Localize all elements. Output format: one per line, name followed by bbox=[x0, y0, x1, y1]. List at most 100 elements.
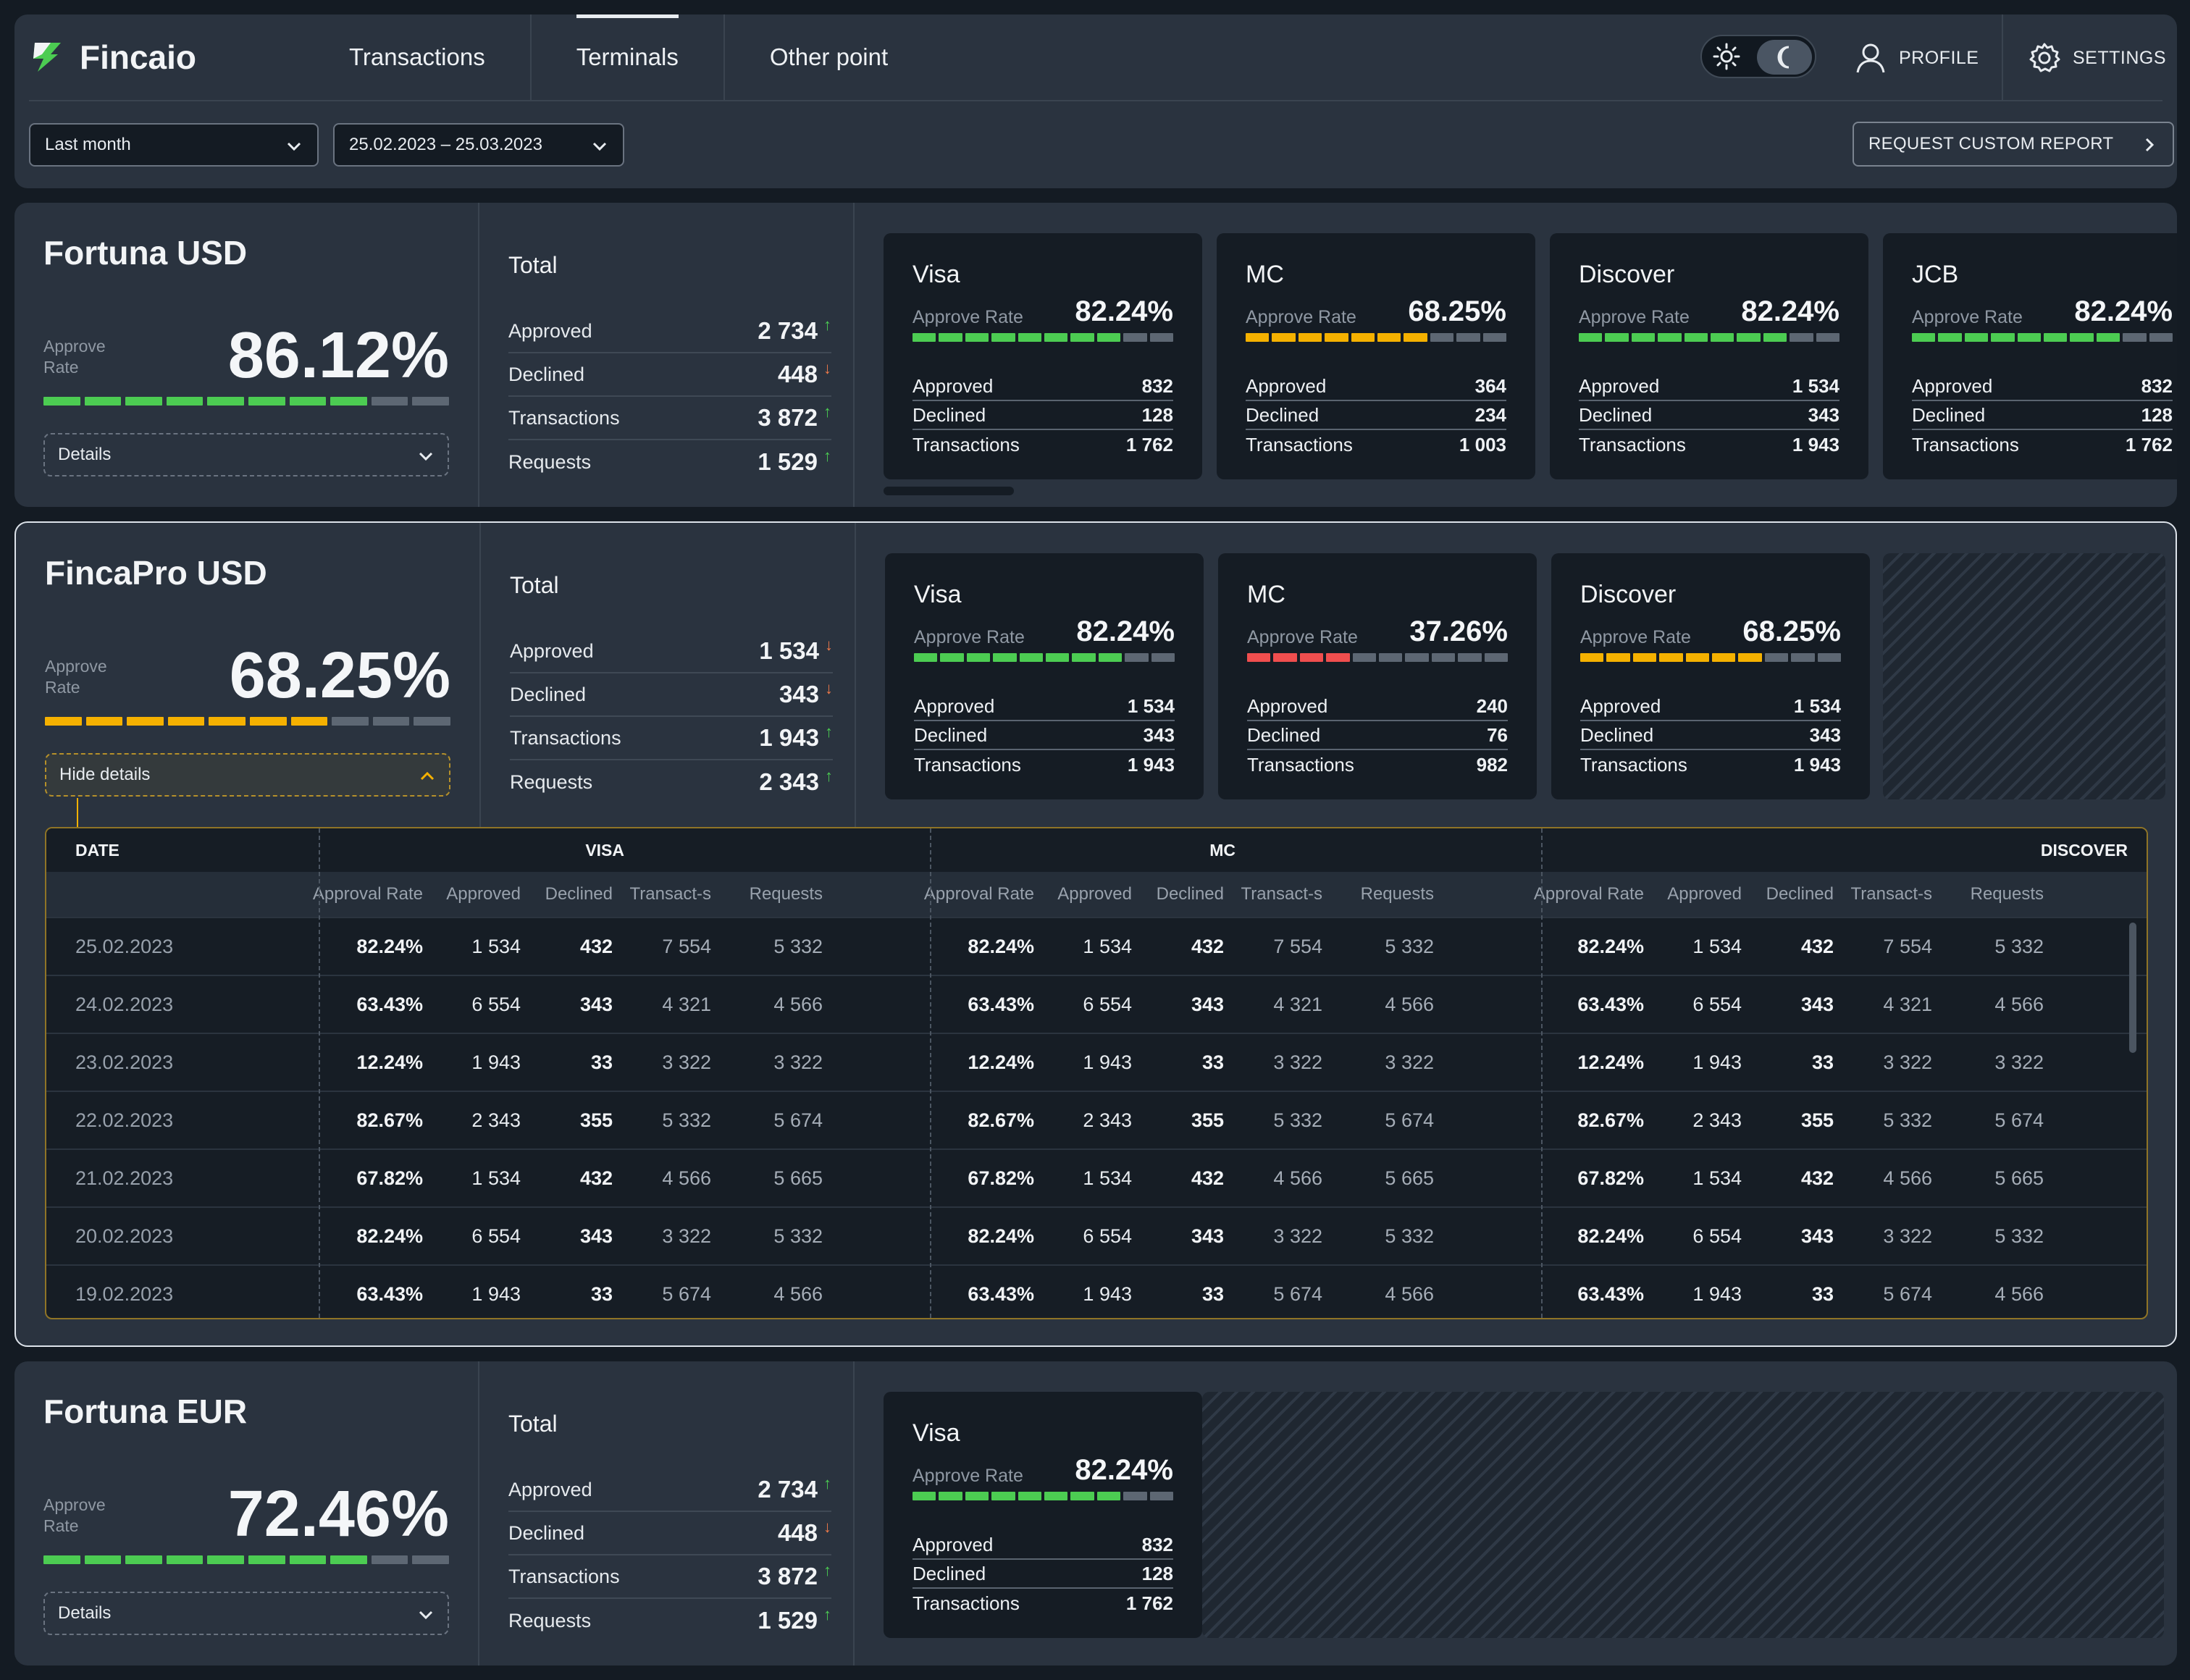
column-header[interactable]: Approved bbox=[1667, 884, 1742, 904]
bar-segment bbox=[1044, 1492, 1068, 1500]
column-divider bbox=[1541, 828, 1543, 1318]
column-header[interactable]: Transact-s bbox=[1850, 884, 1932, 904]
bar-segment bbox=[1482, 333, 1507, 342]
column-header[interactable]: Approval Rate bbox=[312, 884, 423, 904]
column-header[interactable]: Approval Rate bbox=[1533, 884, 1644, 904]
table-vertical-scrollbar[interactable] bbox=[2129, 923, 2136, 1053]
period-select[interactable]: Last month bbox=[29, 123, 319, 167]
card-row-value: 128 bbox=[1141, 1562, 1173, 1584]
card-row-label: Declined bbox=[912, 1562, 986, 1584]
card-brand-discover[interactable]: Discover Approve Rate 68.25% Approved 1 534 D… bbox=[1551, 553, 1870, 799]
total-title: Total bbox=[508, 252, 558, 278]
column-header[interactable]: Approved bbox=[446, 884, 521, 904]
card-row-label: Approved bbox=[914, 694, 995, 717]
chevron-down-icon bbox=[287, 142, 301, 151]
table-cell: 3 322 bbox=[1273, 1225, 1322, 1247]
column-header[interactable]: Declined bbox=[1156, 884, 1224, 904]
date-range-select[interactable]: 25.02.2023 – 25.03.2023 bbox=[333, 123, 624, 167]
bar-segment bbox=[912, 1492, 936, 1500]
tab-other-point[interactable]: Other point bbox=[769, 43, 889, 70]
settings-button[interactable]: SETTINGS bbox=[2028, 36, 2166, 80]
bar-segment bbox=[1430, 333, 1454, 342]
horizontal-scrollbar[interactable] bbox=[884, 487, 1014, 495]
table-cell: 63.43% bbox=[968, 993, 1034, 1015]
card-brand-mc[interactable]: MC Approve Rate 68.25% Approved 364 Declined 2… bbox=[1217, 233, 1535, 479]
card-brand-discover[interactable]: Discover Approve Rate 82.24% Approved 1 534 D… bbox=[1550, 233, 1868, 479]
profile-button[interactable]: PROFILE bbox=[1854, 36, 1979, 80]
column-header[interactable]: Approved bbox=[1057, 884, 1132, 904]
card-row-value: 1 943 bbox=[1793, 753, 1841, 776]
total-row-label: Transactions bbox=[508, 1565, 620, 1587]
card-brand-visa[interactable]: Visa Approve Rate 82.24% Approved 1 534 Decli… bbox=[885, 553, 1204, 799]
tab-transactions[interactable]: Transactions bbox=[304, 14, 532, 100]
details-toggle-button[interactable]: Details bbox=[43, 433, 449, 476]
bar-segment bbox=[43, 397, 80, 406]
total-row: Declined 448 ↓ bbox=[508, 1512, 831, 1555]
total-row-value-wrap: 1 529 ↑ bbox=[758, 447, 831, 476]
header-separator bbox=[29, 100, 2162, 101]
table-row[interactable]: 22.02.2023 82.67% 2 343 355 5 332 5 674 82.67%… bbox=[46, 1091, 2147, 1148]
table-cell: 63.43% bbox=[356, 993, 423, 1015]
card-row-label: Transactions bbox=[1912, 433, 2019, 455]
card-approve-bar bbox=[1579, 333, 1840, 342]
card-row-label: Declined bbox=[914, 723, 988, 746]
bar-segment bbox=[1272, 333, 1296, 342]
table-row[interactable]: 20.02.2023 82.24% 6 554 343 3 322 5 332 82.24%… bbox=[46, 1206, 2147, 1264]
user-icon bbox=[1856, 43, 1885, 73]
table-cell: 4 566 bbox=[662, 1167, 711, 1189]
bar-segment bbox=[1149, 1492, 1174, 1500]
total-row: Requests 1 529 ↑ bbox=[508, 440, 831, 484]
card-row-value: 832 bbox=[1141, 374, 1173, 397]
table-row[interactable]: 23.02.2023 12.24% 1 943 33 3 322 3 322 12.24% 1… bbox=[46, 1033, 2147, 1091]
bar-segment bbox=[84, 397, 122, 406]
theme-toggle[interactable] bbox=[1700, 35, 1816, 78]
details-toggle-button[interactable]: Details bbox=[43, 1592, 449, 1635]
card-brand-mc[interactable]: MC Approve Rate 37.26% Approved 240 Declined 7… bbox=[1218, 553, 1537, 799]
card-approve-label: Approve Rate bbox=[1247, 627, 1358, 647]
table-cell: 1 534 bbox=[471, 935, 521, 957]
total-row-value: 3 872 bbox=[758, 1563, 818, 1589]
table-row[interactable]: 21.02.2023 67.82% 1 534 432 4 566 5 665 67.82%… bbox=[46, 1148, 2147, 1206]
card-approve-label: Approve Rate bbox=[912, 307, 1023, 327]
column-header[interactable]: Requests bbox=[749, 884, 823, 904]
card-brand-name: MC bbox=[1246, 261, 1284, 288]
column-header[interactable]: Declined bbox=[545, 884, 613, 904]
bar-segment bbox=[1737, 333, 1761, 342]
table-row[interactable]: 24.02.2023 63.43% 6 554 343 4 321 4 566 63.43%… bbox=[46, 975, 2147, 1033]
bar-segment bbox=[372, 717, 410, 726]
table-cell: 4 566 bbox=[1883, 1167, 1932, 1189]
bar-segment bbox=[166, 1555, 204, 1564]
total-row-value-wrap: 1 529 ↑ bbox=[758, 1605, 831, 1634]
card-brand-jcb[interactable]: JCB Approve Rate 82.24% Approved 832 Declined… bbox=[1883, 233, 2177, 479]
table-cell: 5 674 bbox=[1273, 1282, 1322, 1305]
hide-details-button[interactable]: Hide details bbox=[45, 753, 450, 797]
column-header[interactable]: Requests bbox=[1360, 884, 1434, 904]
column-header[interactable]: Requests bbox=[1970, 884, 2044, 904]
request-custom-report-button[interactable]: REQUEST CUSTOM REPORT bbox=[1853, 122, 2174, 167]
table-row[interactable]: 25.02.2023 82.24% 1 534 432 7 554 5 332 82.24%… bbox=[46, 917, 2147, 975]
table-cell: 5 674 bbox=[1994, 1109, 2044, 1131]
card-row-transactions: Transactions 1 762 bbox=[1912, 430, 2173, 459]
column-header[interactable]: Declined bbox=[1766, 884, 1834, 904]
table-cell: 5 674 bbox=[773, 1109, 823, 1131]
tab-terminals[interactable]: Terminals bbox=[532, 14, 725, 100]
column-header[interactable]: Transact-s bbox=[1241, 884, 1322, 904]
report-button-label: REQUEST CUSTOM REPORT bbox=[1868, 134, 2114, 154]
bar-segment bbox=[1605, 333, 1629, 342]
card-approve-rate: 68.25% bbox=[1408, 295, 1506, 327]
table-cell: 1 534 bbox=[1083, 1167, 1132, 1189]
total-row-value-wrap: 343 ↓ bbox=[779, 679, 833, 708]
card-brand-visa[interactable]: Visa Approve Rate 82.24% Approved 832 Decline… bbox=[884, 1392, 1202, 1638]
table-row[interactable]: 19.02.2023 63.43% 1 943 33 5 674 4 566 63.43% 1… bbox=[46, 1264, 2147, 1318]
column-header[interactable]: Transact-s bbox=[629, 884, 711, 904]
table-cell: 1 943 bbox=[471, 1051, 521, 1073]
bar-segment bbox=[207, 1555, 244, 1564]
card-row-approved: Approved 832 bbox=[912, 372, 1173, 401]
bar-segment bbox=[1096, 333, 1121, 342]
table-cell: 33 bbox=[1811, 1051, 1834, 1073]
card-brand-visa[interactable]: Visa Approve Rate 82.24% Approved 832 Decline… bbox=[884, 233, 1202, 479]
bar-segment bbox=[1711, 333, 1734, 342]
trend-up-icon: ↑ bbox=[823, 1605, 831, 1624]
app-logo[interactable]: Fincaio bbox=[29, 38, 196, 77]
column-header[interactable]: Approval Rate bbox=[923, 884, 1034, 904]
